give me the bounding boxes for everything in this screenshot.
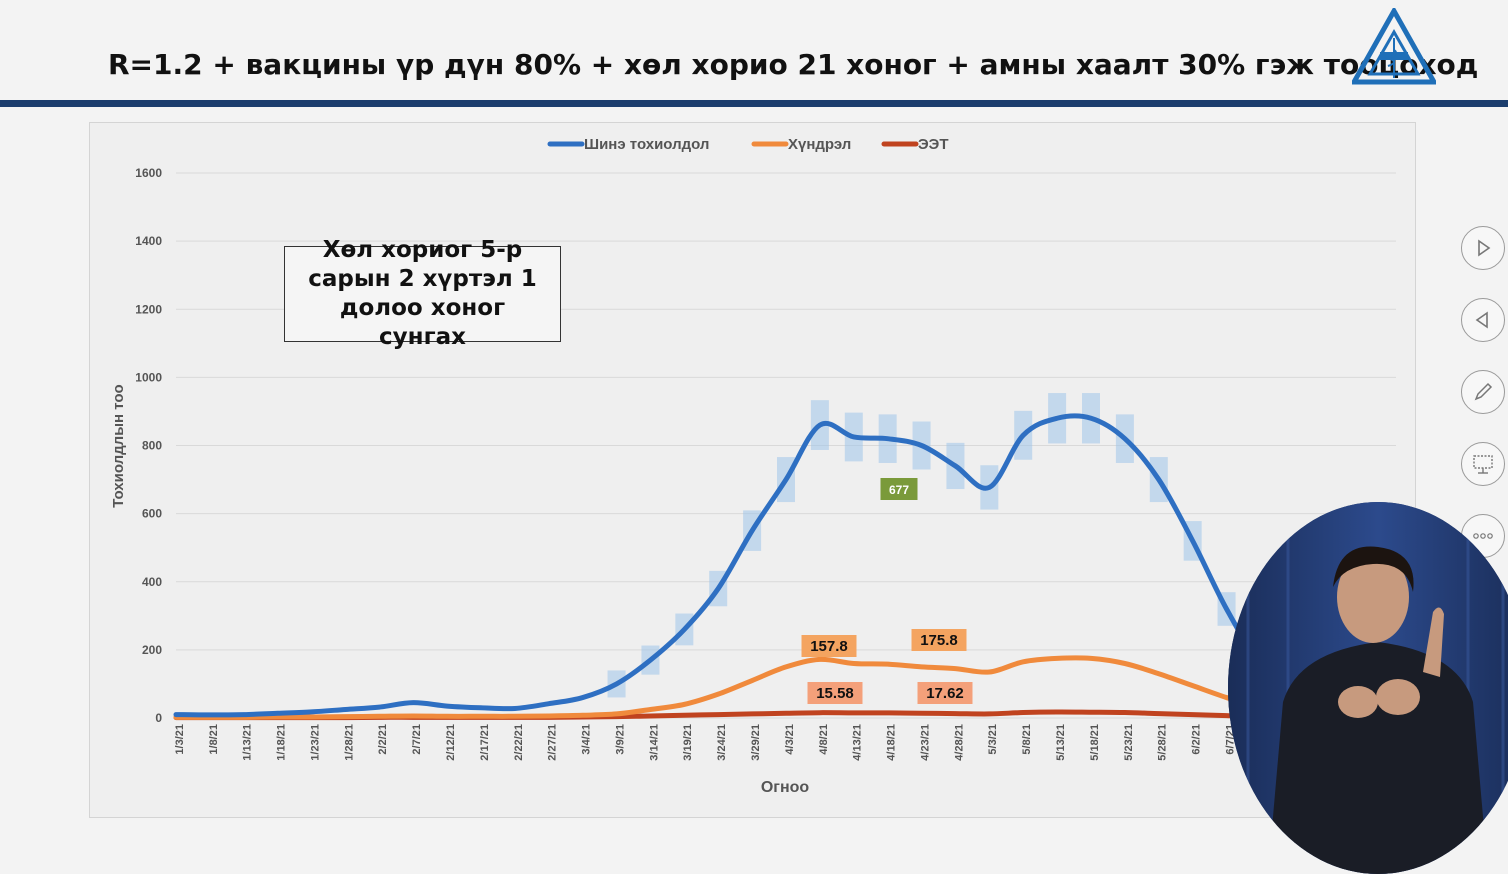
next-slide-button[interactable]: [1461, 226, 1505, 270]
data-label: 17.62: [926, 685, 964, 702]
legend-label: Хүндрэл: [788, 136, 851, 153]
x-tick-label: 5/3/21: [987, 724, 999, 755]
x-tick-label: 4/8/21: [818, 724, 830, 755]
data-label: 15.58: [816, 685, 854, 702]
pen-icon: [1474, 382, 1493, 401]
presenter-screen-icon: [1473, 455, 1493, 474]
previous-slide-button[interactable]: [1461, 298, 1505, 342]
play-left-icon: [1475, 311, 1488, 329]
presenter-view-button[interactable]: [1461, 442, 1505, 486]
x-tick-label: 3/4/21: [581, 724, 593, 755]
data-label-bg: [807, 682, 863, 704]
x-tick-label: 3/29/21: [750, 724, 762, 761]
x-tick-label: 1/8/21: [208, 724, 220, 755]
y-tick-label: 800: [142, 439, 162, 453]
x-tick-label: 4/23/21: [919, 724, 931, 761]
series-line: [173, 655, 1399, 720]
x-tick-label: 2/27/21: [547, 724, 559, 761]
data-label: 677: [889, 483, 909, 497]
x-tick-label: 5/13/21: [1055, 724, 1067, 761]
y-tick-label: 400: [142, 575, 162, 589]
x-tick-label: 5/23/21: [1123, 724, 1135, 761]
x-tick-label: 2/12/21: [445, 724, 457, 761]
y-tick-label: 200: [142, 643, 162, 657]
x-tick-label: 1/3/21: [174, 724, 186, 755]
sign-language-interpreter-video: [1228, 502, 1508, 874]
x-tick-label: 4/18/21: [886, 724, 898, 761]
x-tick-label: 5/18/21: [1089, 724, 1101, 761]
x-tick-label: 2/2/21: [377, 724, 389, 755]
y-tick-label: 1000: [135, 370, 162, 384]
data-label-bg: [917, 682, 973, 704]
x-axis-label: Огноо: [761, 779, 810, 796]
y-tick-label: 1400: [135, 234, 162, 248]
x-tick-label: 1/13/21: [242, 724, 254, 761]
annotation-note-box: Хөл хориог 5-р сарын 2 хүртэл 1 долоо хо…: [284, 237, 561, 350]
header-divider: [0, 100, 1508, 107]
data-label-bg: [880, 478, 918, 500]
x-tick-label: 5/8/21: [1021, 724, 1033, 755]
x-tick-label: 5/28/21: [1157, 724, 1169, 761]
x-tick-label: 4/3/21: [784, 724, 796, 755]
ministry-logo-icon: [1352, 8, 1436, 85]
y-tick-label: 1600: [135, 166, 162, 180]
x-tick-label: 2/7/21: [411, 724, 423, 755]
x-tick-label: 3/24/21: [716, 724, 728, 761]
y-tick-label: 0: [155, 711, 162, 725]
data-label: 157.8: [810, 638, 848, 655]
play-right-icon: [1478, 239, 1491, 257]
x-tick-label: 4/13/21: [852, 724, 864, 761]
y-tick-label: 600: [142, 507, 162, 521]
x-tick-label: 3/14/21: [648, 724, 660, 761]
x-tick-label: 2/22/21: [513, 724, 525, 761]
x-tick-label: 1/18/21: [276, 724, 288, 761]
x-tick-label: 4/28/21: [953, 724, 965, 761]
data-label-bg: [801, 635, 857, 657]
x-tick-label: 6/2/21: [1191, 724, 1203, 755]
data-label-bg: [911, 629, 967, 651]
more-dots-icon: [1473, 533, 1493, 539]
slide-header: R=1.2 + вакцины үр дүн 80% + хөл хорио 2…: [0, 0, 1508, 100]
series-line: [173, 413, 1399, 718]
x-tick-label: 2/17/21: [479, 724, 491, 761]
slide-title: R=1.2 + вакцины үр дүн 80% + хөл хорио 2…: [108, 48, 1479, 81]
data-label: 175.8: [920, 632, 958, 649]
chart-area: [89, 122, 1416, 818]
legend-label: Шинэ тохиолдол: [584, 136, 709, 153]
y-tick-label: 1200: [135, 302, 162, 316]
x-tick-label: 1/28/21: [343, 724, 355, 761]
legend-label: ЭЭТ: [918, 136, 949, 153]
x-tick-label: 1/23/21: [309, 724, 321, 761]
y-axis-label: Тохиолдлын тоо: [110, 384, 127, 507]
x-tick-label: 3/19/21: [682, 724, 694, 761]
x-tick-label: 3/9/21: [614, 724, 626, 755]
pen-tool-button[interactable]: [1461, 370, 1505, 414]
